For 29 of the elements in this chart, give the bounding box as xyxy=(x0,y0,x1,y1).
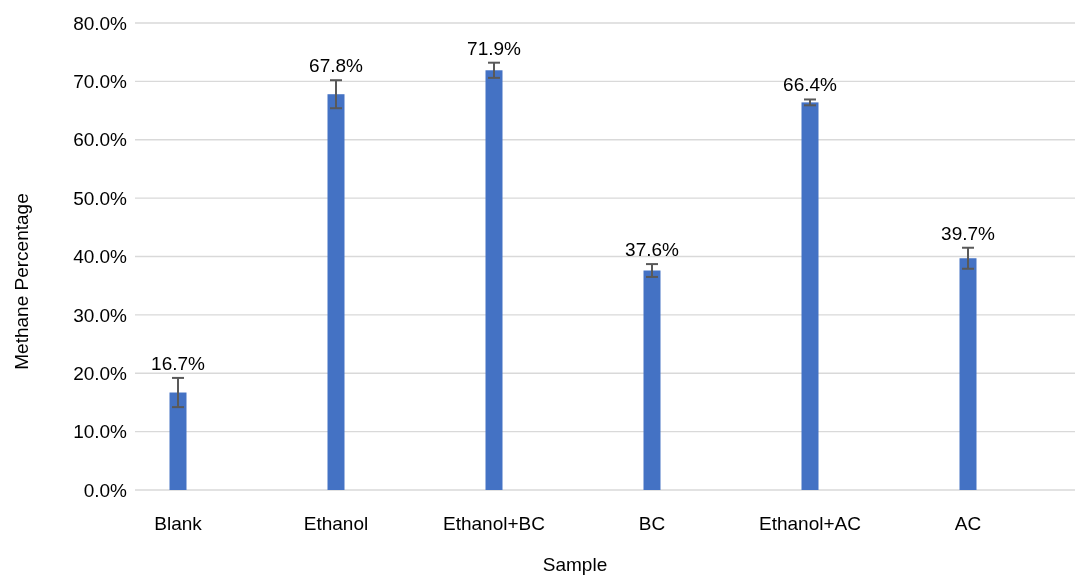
x-tick-label: Ethanol+BC xyxy=(443,513,545,534)
y-tick-label: 60.0% xyxy=(73,129,128,151)
bar xyxy=(801,102,819,490)
y-tick-label: 70.0% xyxy=(73,71,128,93)
y-tick-label: 30.0% xyxy=(73,304,128,326)
data-label: 67.8% xyxy=(309,55,364,77)
data-label: 37.6% xyxy=(625,239,680,261)
x-axis-title: Sample xyxy=(542,554,608,575)
data-label: 39.7% xyxy=(941,222,996,244)
bar xyxy=(959,258,977,490)
x-tick-label: AC xyxy=(954,513,982,534)
data-label: 16.7% xyxy=(151,352,206,374)
y-axis-title: Methane Percentage xyxy=(11,193,32,370)
data-label: 71.9% xyxy=(467,37,522,59)
x-tick-label: Ethanol xyxy=(303,513,369,534)
x-tick-label: BC xyxy=(638,513,666,534)
y-tick-label: 10.0% xyxy=(73,421,128,443)
x-tick-label: Ethanol+AC xyxy=(759,513,861,534)
x-tick-label: Blank xyxy=(154,513,203,534)
y-tick-label: 0.0% xyxy=(83,479,128,501)
data-label: 66.4% xyxy=(783,74,838,96)
y-tick-label: 50.0% xyxy=(73,187,128,209)
bar xyxy=(643,270,661,490)
bar xyxy=(485,70,503,490)
bar xyxy=(327,94,345,490)
y-tick-label: 40.0% xyxy=(73,246,128,268)
bar xyxy=(169,392,187,490)
y-tick-label: 80.0% xyxy=(73,12,128,34)
y-tick-label: 20.0% xyxy=(73,362,128,384)
